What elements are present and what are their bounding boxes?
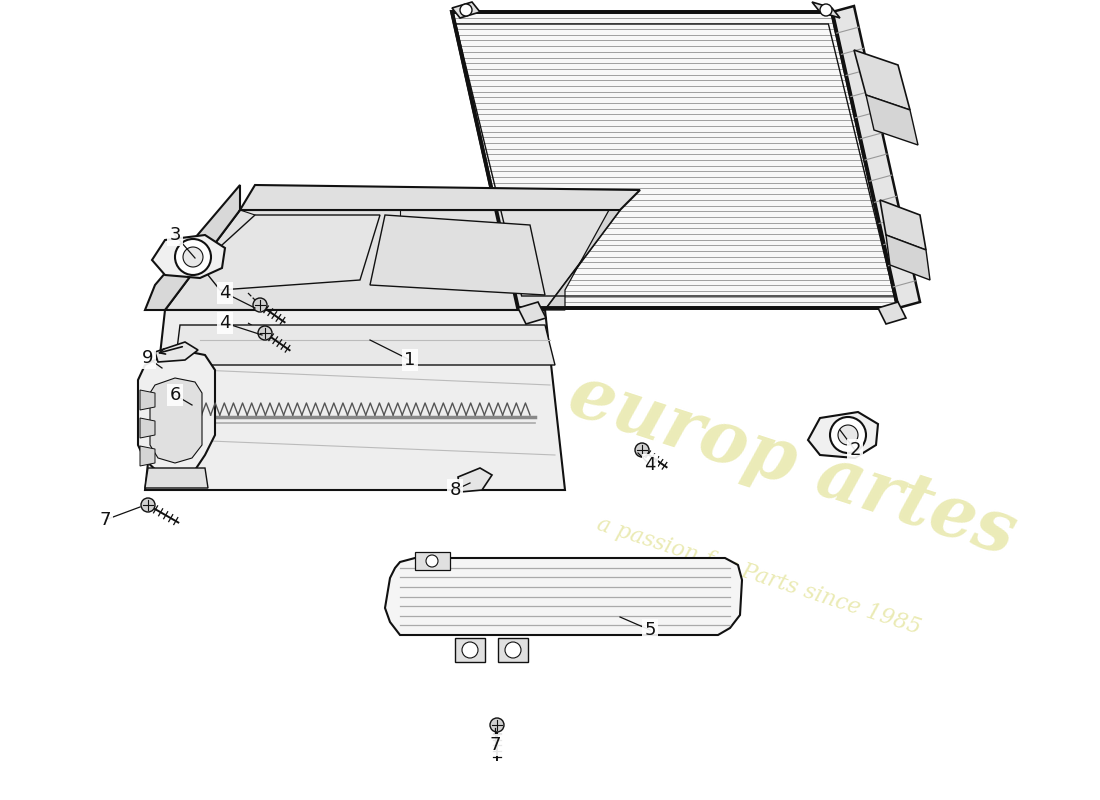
Text: 4: 4 [219,314,231,332]
Polygon shape [155,342,198,362]
Polygon shape [145,310,565,490]
Polygon shape [808,412,878,458]
Text: 9: 9 [142,349,154,367]
Circle shape [460,4,472,16]
Polygon shape [812,2,840,18]
Text: 3: 3 [169,226,180,244]
Polygon shape [152,235,226,278]
Bar [498,638,528,662]
Polygon shape [854,50,910,110]
Polygon shape [832,6,920,308]
Text: 4: 4 [219,284,231,302]
Polygon shape [878,302,906,324]
Circle shape [490,718,504,732]
Circle shape [183,247,204,267]
Bar [415,552,450,570]
Circle shape [175,239,211,275]
Polygon shape [458,468,492,492]
Polygon shape [175,325,556,365]
Text: 7: 7 [490,736,500,754]
Polygon shape [240,185,640,210]
Text: 8: 8 [449,481,461,499]
Circle shape [258,326,272,340]
Polygon shape [544,190,620,310]
Circle shape [505,642,521,658]
Polygon shape [150,378,202,463]
Polygon shape [138,350,214,478]
Text: europ artes: europ artes [560,358,1024,570]
Circle shape [635,443,649,457]
Polygon shape [140,418,155,438]
Polygon shape [140,446,155,466]
Circle shape [141,498,155,512]
Polygon shape [145,185,240,310]
Circle shape [426,555,438,567]
Text: 7: 7 [99,511,111,529]
Circle shape [830,417,866,453]
Polygon shape [518,302,546,324]
Text: 2: 2 [849,441,860,459]
Polygon shape [200,215,380,290]
Circle shape [838,425,858,445]
Polygon shape [140,390,155,410]
Text: a passion for Parts since 1985: a passion for Parts since 1985 [594,513,924,639]
Text: 6: 6 [169,386,180,404]
Polygon shape [385,558,742,635]
Polygon shape [145,468,208,488]
Circle shape [253,298,267,312]
Bar [455,638,485,662]
Polygon shape [452,12,898,308]
Circle shape [462,642,478,658]
Text: 5: 5 [645,621,656,639]
Polygon shape [880,200,926,250]
Polygon shape [452,2,480,18]
Text: 1: 1 [405,351,416,369]
Polygon shape [370,215,544,295]
Polygon shape [886,235,929,280]
Text: 4: 4 [645,456,656,474]
Polygon shape [866,95,918,145]
Circle shape [820,4,832,16]
Polygon shape [165,210,620,310]
